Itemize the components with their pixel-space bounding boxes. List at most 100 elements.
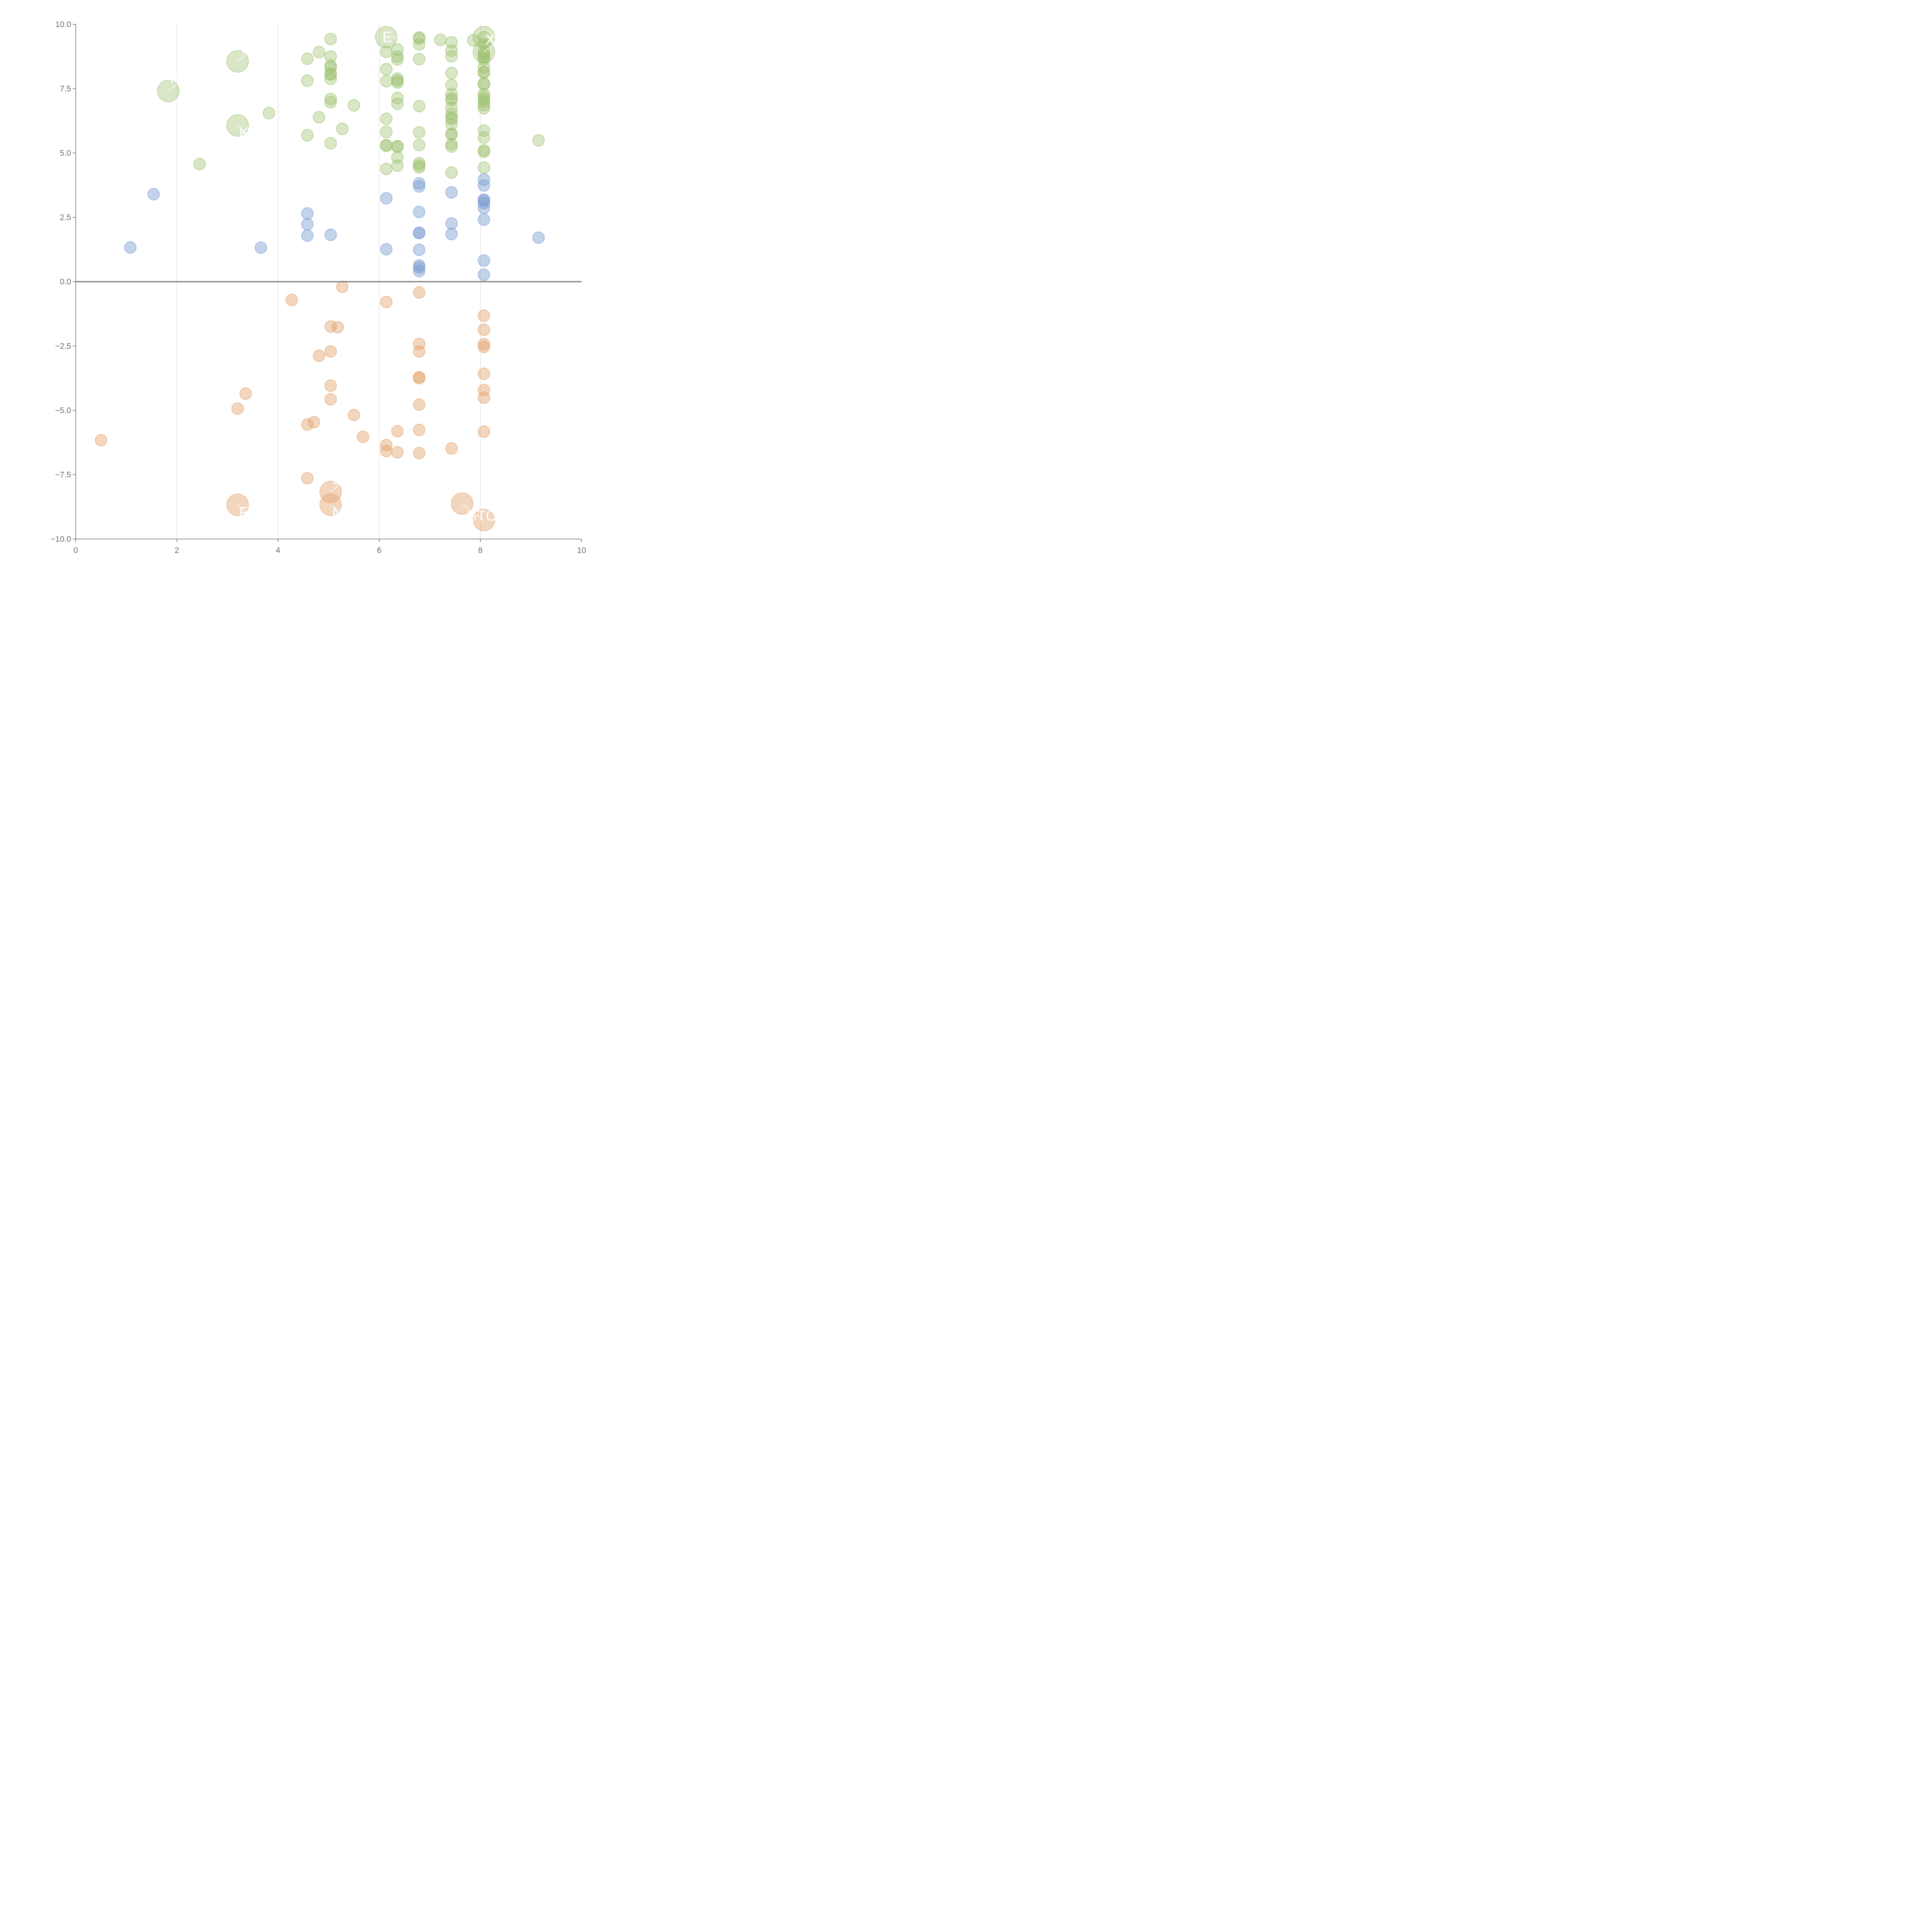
green-point	[434, 33, 447, 46]
orange-point	[391, 425, 404, 437]
blue-point	[478, 213, 490, 226]
green-point	[478, 124, 490, 137]
blue-point	[255, 242, 267, 254]
green-point	[478, 102, 490, 115]
orange-point	[231, 402, 244, 415]
label-layer: F T K E X D F M STC	[76, 29, 582, 524]
label-leader-line	[462, 503, 472, 512]
green-point	[347, 99, 360, 112]
blue-point	[324, 228, 337, 241]
orange-point	[478, 338, 490, 350]
orange-point	[478, 309, 490, 322]
y-tick-label: 0.0	[60, 277, 71, 286]
blue-point	[445, 186, 458, 199]
green-point	[445, 107, 458, 120]
y-tick-label: −5.0	[55, 406, 71, 415]
orange-point	[478, 341, 490, 354]
green-point	[478, 161, 490, 174]
bubble-label: X	[485, 31, 495, 48]
x-tick-label: 2	[175, 546, 179, 555]
green-point	[391, 50, 404, 63]
green-point	[324, 32, 337, 45]
bubble-label: STC	[467, 508, 496, 524]
bubble-layer	[95, 26, 545, 531]
y-tick-label: −2.5	[55, 342, 71, 351]
orange-point	[413, 447, 425, 459]
orange-point	[391, 446, 404, 459]
blue-point	[478, 269, 490, 281]
y-tick-label: −7.5	[55, 471, 71, 480]
blue-point	[413, 180, 425, 193]
orange-point	[445, 442, 458, 455]
green-point	[324, 73, 337, 85]
blue-point	[301, 207, 314, 220]
green-point	[301, 74, 314, 87]
orange-point	[336, 281, 349, 293]
green-point	[413, 126, 425, 139]
blue-point	[147, 188, 160, 201]
green-point	[324, 68, 337, 81]
green-point	[445, 50, 458, 63]
blue-point	[413, 206, 425, 218]
orange-point	[95, 434, 107, 447]
green-point	[478, 99, 490, 112]
label-leader-line	[237, 504, 247, 513]
orange-point	[308, 416, 320, 429]
blue-point	[478, 179, 490, 192]
blue-point	[445, 228, 458, 240]
green-point	[391, 97, 404, 110]
blue-point	[380, 243, 393, 256]
orange-point	[285, 294, 298, 306]
green-point	[445, 79, 458, 92]
orange-point	[239, 387, 252, 400]
green-point	[478, 145, 490, 158]
y-tick-label: −10.0	[51, 535, 71, 544]
y-tick-label: 5.0	[60, 149, 71, 158]
x-tick-label: 6	[377, 546, 382, 555]
blue-point	[124, 241, 137, 254]
bubble-label: T	[239, 41, 248, 57]
label-leader-line	[168, 83, 177, 92]
orange-point	[301, 418, 314, 431]
orange-point	[478, 391, 490, 404]
green-point	[445, 128, 458, 141]
green-point	[263, 107, 276, 119]
blue-point	[301, 218, 314, 231]
bubble-label: D	[332, 471, 343, 488]
x-tick-label: 4	[276, 546, 281, 555]
bubble-chart: 10.07.55.02.50.0−2.5−5.0−7.5−10.00 2 4 6 8 10…	[51, 20, 586, 555]
green-point	[324, 96, 337, 109]
blue-point	[413, 243, 425, 256]
orange-point	[324, 393, 337, 406]
blue-point	[413, 177, 425, 190]
green-point	[324, 137, 337, 150]
green-point	[413, 53, 425, 65]
orange-point	[357, 430, 369, 443]
bubble-label: M	[332, 504, 345, 520]
green-point	[391, 43, 404, 56]
blue-point	[380, 192, 393, 205]
y-tick-label: 2.5	[60, 213, 71, 222]
green-point	[380, 126, 393, 138]
blue-point	[478, 194, 490, 207]
green-point	[380, 163, 393, 175]
green-point	[413, 161, 425, 174]
orange-point	[332, 321, 344, 333]
green-point	[391, 141, 404, 153]
green-point	[391, 159, 404, 172]
green-point	[445, 140, 458, 153]
orange-point	[313, 349, 325, 362]
orange-point	[380, 445, 393, 457]
blue-point	[532, 231, 545, 244]
orange-point	[380, 296, 393, 308]
orange-point	[324, 379, 337, 392]
green-point	[445, 66, 458, 79]
green-point	[324, 93, 337, 105]
green-point	[301, 53, 314, 65]
green-point	[380, 75, 393, 88]
label-leader-line	[483, 44, 493, 52]
label-leader-line	[237, 54, 247, 62]
y-tick-label: 10.0	[55, 20, 71, 29]
blue-point	[478, 254, 490, 267]
green-point	[478, 48, 490, 61]
